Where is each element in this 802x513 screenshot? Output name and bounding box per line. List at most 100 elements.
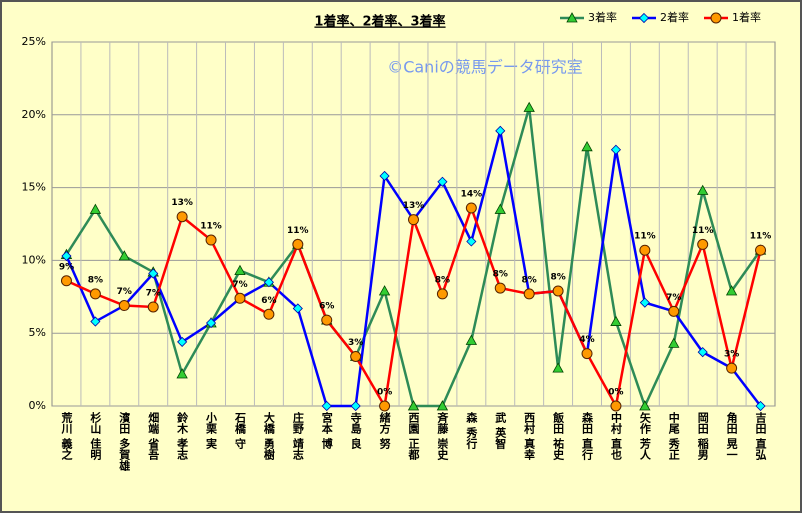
- circle-marker: [668, 305, 680, 317]
- circle-marker: [639, 244, 651, 256]
- circle-marker: [321, 314, 333, 326]
- circle-marker: [408, 214, 419, 226]
- triangle-marker: [581, 141, 593, 152]
- x-tick-label: 西村 真幸: [523, 412, 536, 461]
- y-tick-label: 5%: [29, 326, 46, 339]
- circle-marker: [697, 238, 709, 250]
- data-label: 11%: [634, 232, 656, 242]
- circle-marker: [726, 362, 738, 374]
- triangle-marker: [552, 362, 564, 373]
- circle-marker: [60, 275, 72, 287]
- circle-marker: [89, 288, 101, 300]
- data-label: 13%: [171, 198, 193, 208]
- circle-marker: [610, 400, 622, 412]
- x-tick-label: 中尾 秀正: [667, 411, 681, 461]
- legend-label: 2着率: [660, 10, 689, 24]
- x-tick-label: 角田 晃一: [725, 411, 739, 460]
- circle-marker: [755, 244, 767, 256]
- x-tick-label: 宮本 博: [320, 411, 333, 450]
- y-tick-label: 25%: [22, 35, 46, 48]
- x-tick-label: 森田 直行: [581, 411, 595, 461]
- x-tick-label: 武 英智: [494, 411, 508, 450]
- triangle-marker: [639, 400, 651, 411]
- chart-title: 1着率、2着率、3着率: [314, 14, 445, 30]
- y-tick-label: 15%: [22, 181, 46, 194]
- data-label: 11%: [287, 226, 309, 236]
- data-label: 8%: [435, 275, 450, 285]
- data-label: 6%: [319, 302, 334, 312]
- x-tick-label: 杉山 佳明: [89, 411, 102, 461]
- triangle-marker: [436, 400, 449, 411]
- diamond-marker: [292, 303, 303, 314]
- data-label: 0%: [377, 388, 392, 398]
- data-label: 7%: [146, 288, 161, 298]
- triangle-marker: [697, 184, 709, 195]
- triangle-marker: [566, 12, 578, 23]
- triangle-marker: [407, 400, 420, 411]
- diamond-marker: [610, 144, 622, 155]
- x-tick-label: 飯田 祐史: [552, 411, 566, 461]
- diamond-marker: [205, 317, 217, 329]
- diamond-marker: [148, 268, 159, 279]
- diamond-marker: [639, 297, 650, 308]
- data-label: 9%: [59, 262, 74, 272]
- legend-label: 1着率: [732, 10, 761, 24]
- data-label: 6%: [261, 296, 276, 306]
- x-tick-label: 緒方 努: [378, 411, 391, 450]
- circle-marker: [494, 282, 506, 294]
- y-tick-label: 20%: [22, 108, 46, 121]
- x-tick-label: 森 秀行: [465, 411, 479, 450]
- x-tick-label: 鈴木 孝志: [176, 411, 190, 460]
- circle-marker: [176, 211, 188, 223]
- diamond-marker: [321, 400, 332, 412]
- diamond-marker: [437, 176, 448, 187]
- x-tick-label: 矢作 芳人: [638, 411, 651, 460]
- x-tick-label: 荒川 義之: [60, 411, 74, 461]
- diamond-marker: [177, 336, 188, 348]
- circle-marker: [552, 285, 564, 297]
- data-label: 11%: [200, 222, 222, 232]
- circle-marker: [581, 348, 593, 360]
- diamond-marker: [350, 400, 361, 412]
- circle-marker: [292, 238, 304, 250]
- data-label: 8%: [550, 272, 565, 282]
- circle-marker: [263, 308, 275, 320]
- circle-marker: [379, 400, 391, 412]
- circle-marker: [465, 202, 477, 214]
- data-label: 8%: [493, 270, 508, 280]
- x-tick-label: 斉藤 崇史: [436, 411, 449, 461]
- triangle-marker: [234, 264, 246, 275]
- data-label: 14%: [461, 189, 483, 199]
- x-tick-label: 畑端 省吾: [147, 412, 161, 461]
- data-label: 7%: [232, 280, 247, 290]
- diamond-marker: [495, 125, 506, 136]
- x-tick-label: 小栗 実: [205, 411, 219, 450]
- triangle-marker: [668, 337, 680, 348]
- circle-marker: [118, 300, 130, 312]
- x-tick-label: 西園 正都: [407, 412, 421, 461]
- watermark: ©Caniの競馬データ研究室: [387, 58, 583, 77]
- data-label: 3%: [348, 338, 363, 348]
- diamond-marker: [90, 316, 101, 327]
- data-label: 0%: [608, 388, 623, 398]
- data-label: 7%: [117, 287, 132, 297]
- data-label: 4%: [579, 335, 594, 345]
- x-tick-label: 吉田 直弘: [754, 411, 767, 461]
- diamond-marker: [61, 250, 72, 262]
- triangle-marker: [494, 203, 506, 214]
- triangle-marker: [89, 203, 102, 214]
- data-label: 11%: [692, 226, 714, 236]
- x-tick-label: 濱田 多賀雄: [118, 411, 132, 472]
- circle-marker: [710, 12, 722, 24]
- triangle-marker: [725, 285, 738, 296]
- x-tick-label: 中村 直也: [609, 411, 622, 460]
- circle-marker: [350, 350, 362, 362]
- x-tick-label: 石橋 守: [233, 412, 247, 450]
- data-label: 7%: [666, 293, 681, 303]
- triangle-marker: [118, 250, 130, 261]
- circle-marker: [205, 234, 217, 246]
- x-tick-label: 岡田 稲男: [696, 412, 709, 461]
- data-label: 8%: [88, 275, 103, 285]
- x-tick-label: 寺島 良: [349, 411, 362, 450]
